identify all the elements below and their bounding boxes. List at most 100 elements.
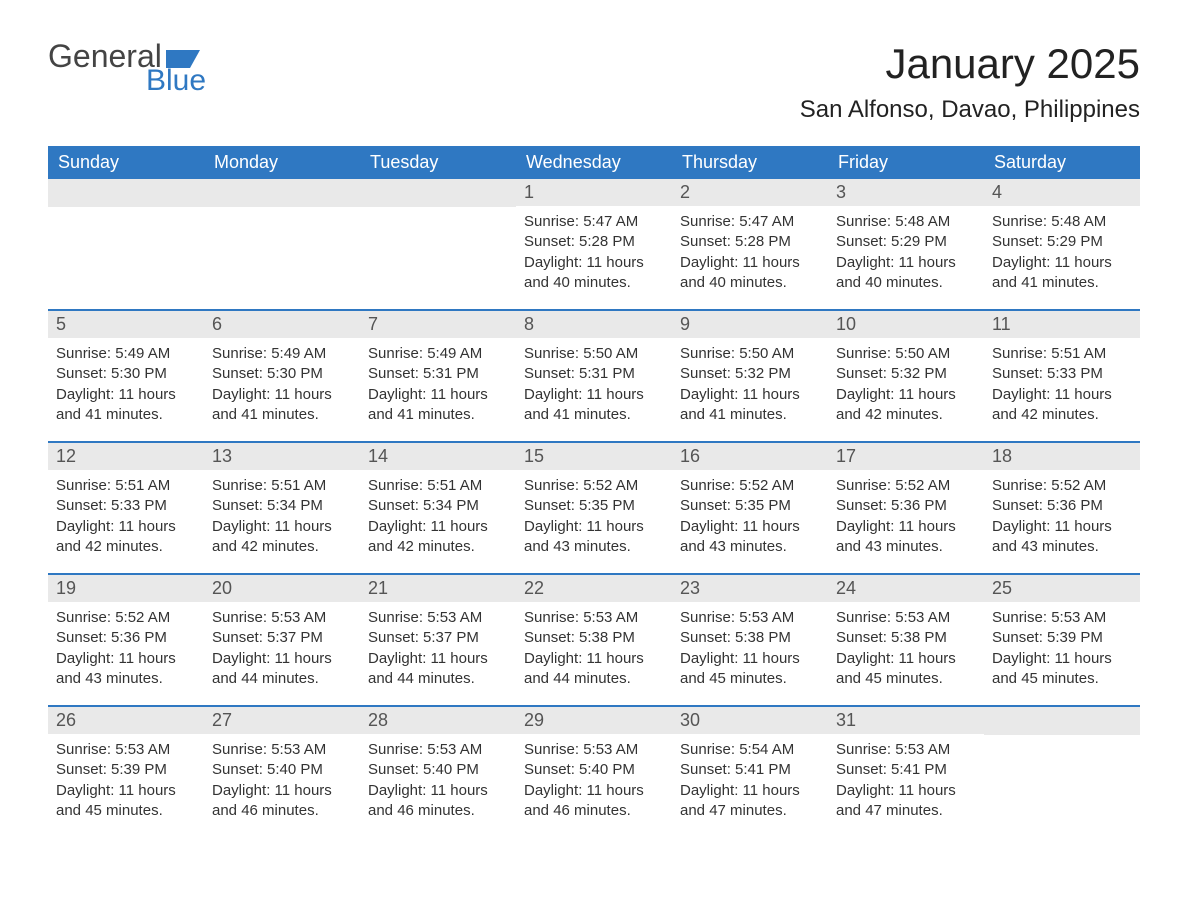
sunrise-text: Sunrise: 5:53 AM: [992, 608, 1132, 628]
sunset-text: Sunset: 5:39 PM: [992, 628, 1132, 648]
sunrise-text: Sunrise: 5:47 AM: [680, 212, 820, 232]
day-cell: 27Sunrise: 5:53 AMSunset: 5:40 PMDayligh…: [204, 707, 360, 837]
sunrise-text: Sunrise: 5:50 AM: [524, 344, 664, 364]
weekday-header-row: Sunday Monday Tuesday Wednesday Thursday…: [48, 146, 1140, 179]
sunrise-text: Sunrise: 5:51 AM: [992, 344, 1132, 364]
daylight-text: Daylight: 11 hours and 43 minutes.: [524, 517, 664, 558]
sunrise-text: Sunrise: 5:52 AM: [836, 476, 976, 496]
day-number: 5: [48, 311, 204, 338]
day-cell: [360, 179, 516, 309]
day-details: Sunrise: 5:51 AMSunset: 5:33 PMDaylight:…: [984, 338, 1140, 425]
sunrise-text: Sunrise: 5:52 AM: [524, 476, 664, 496]
day-number: 25: [984, 575, 1140, 602]
sunset-text: Sunset: 5:38 PM: [680, 628, 820, 648]
daylight-text: Daylight: 11 hours and 40 minutes.: [680, 253, 820, 294]
day-cell: 16Sunrise: 5:52 AMSunset: 5:35 PMDayligh…: [672, 443, 828, 573]
weekday-header: Tuesday: [360, 146, 516, 179]
day-details: Sunrise: 5:50 AMSunset: 5:31 PMDaylight:…: [516, 338, 672, 425]
sunset-text: Sunset: 5:39 PM: [56, 760, 196, 780]
day-cell: 23Sunrise: 5:53 AMSunset: 5:38 PMDayligh…: [672, 575, 828, 705]
day-details: Sunrise: 5:49 AMSunset: 5:30 PMDaylight:…: [204, 338, 360, 425]
sunrise-text: Sunrise: 5:50 AM: [836, 344, 976, 364]
daylight-text: Daylight: 11 hours and 44 minutes.: [212, 649, 352, 690]
sunrise-text: Sunrise: 5:52 AM: [680, 476, 820, 496]
daylight-text: Daylight: 11 hours and 42 minutes.: [212, 517, 352, 558]
daylight-text: Daylight: 11 hours and 41 minutes.: [56, 385, 196, 426]
weekday-header: Friday: [828, 146, 984, 179]
sunset-text: Sunset: 5:32 PM: [836, 364, 976, 384]
day-number: 22: [516, 575, 672, 602]
calendar-table: Sunday Monday Tuesday Wednesday Thursday…: [48, 146, 1140, 837]
day-cell: 10Sunrise: 5:50 AMSunset: 5:32 PMDayligh…: [828, 311, 984, 441]
week-row: 19Sunrise: 5:52 AMSunset: 5:36 PMDayligh…: [48, 573, 1140, 705]
day-number: 24: [828, 575, 984, 602]
day-cell: 15Sunrise: 5:52 AMSunset: 5:35 PMDayligh…: [516, 443, 672, 573]
day-number: 20: [204, 575, 360, 602]
day-details: Sunrise: 5:53 AMSunset: 5:40 PMDaylight:…: [516, 734, 672, 821]
daylight-text: Daylight: 11 hours and 43 minutes.: [992, 517, 1132, 558]
sunset-text: Sunset: 5:34 PM: [368, 496, 508, 516]
day-cell: 25Sunrise: 5:53 AMSunset: 5:39 PMDayligh…: [984, 575, 1140, 705]
day-cell: [204, 179, 360, 309]
day-details: Sunrise: 5:53 AMSunset: 5:41 PMDaylight:…: [828, 734, 984, 821]
day-number: 31: [828, 707, 984, 734]
sunrise-text: Sunrise: 5:53 AM: [368, 608, 508, 628]
weekday-header: Thursday: [672, 146, 828, 179]
sunrise-text: Sunrise: 5:48 AM: [836, 212, 976, 232]
day-number: 23: [672, 575, 828, 602]
day-details: Sunrise: 5:51 AMSunset: 5:33 PMDaylight:…: [48, 470, 204, 557]
day-cell: 8Sunrise: 5:50 AMSunset: 5:31 PMDaylight…: [516, 311, 672, 441]
day-details: Sunrise: 5:47 AMSunset: 5:28 PMDaylight:…: [516, 206, 672, 293]
daylight-text: Daylight: 11 hours and 46 minutes.: [524, 781, 664, 822]
day-details: Sunrise: 5:53 AMSunset: 5:40 PMDaylight:…: [204, 734, 360, 821]
daylight-text: Daylight: 11 hours and 42 minutes.: [56, 517, 196, 558]
day-number: 10: [828, 311, 984, 338]
daylight-text: Daylight: 11 hours and 47 minutes.: [836, 781, 976, 822]
day-details: Sunrise: 5:50 AMSunset: 5:32 PMDaylight:…: [828, 338, 984, 425]
day-cell: 1Sunrise: 5:47 AMSunset: 5:28 PMDaylight…: [516, 179, 672, 309]
sunset-text: Sunset: 5:40 PM: [368, 760, 508, 780]
sunset-text: Sunset: 5:31 PM: [368, 364, 508, 384]
sunrise-text: Sunrise: 5:51 AM: [212, 476, 352, 496]
month-title: January 2025: [800, 40, 1140, 88]
day-number: 29: [516, 707, 672, 734]
day-cell: 21Sunrise: 5:53 AMSunset: 5:37 PMDayligh…: [360, 575, 516, 705]
day-details: Sunrise: 5:48 AMSunset: 5:29 PMDaylight:…: [828, 206, 984, 293]
logo-general-text: General: [48, 40, 162, 72]
sunrise-text: Sunrise: 5:49 AM: [56, 344, 196, 364]
daylight-text: Daylight: 11 hours and 40 minutes.: [836, 253, 976, 294]
sunrise-text: Sunrise: 5:49 AM: [368, 344, 508, 364]
daylight-text: Daylight: 11 hours and 47 minutes.: [680, 781, 820, 822]
day-number: 15: [516, 443, 672, 470]
day-cell: [48, 179, 204, 309]
day-number: 7: [360, 311, 516, 338]
weekday-header: Sunday: [48, 146, 204, 179]
daylight-text: Daylight: 11 hours and 42 minutes.: [836, 385, 976, 426]
sunset-text: Sunset: 5:40 PM: [212, 760, 352, 780]
day-number: 18: [984, 443, 1140, 470]
daylight-text: Daylight: 11 hours and 41 minutes.: [368, 385, 508, 426]
sunrise-text: Sunrise: 5:49 AM: [212, 344, 352, 364]
day-number: 13: [204, 443, 360, 470]
day-cell: 5Sunrise: 5:49 AMSunset: 5:30 PMDaylight…: [48, 311, 204, 441]
weekday-header: Wednesday: [516, 146, 672, 179]
title-block: January 2025 San Alfonso, Davao, Philipp…: [800, 40, 1140, 138]
daylight-text: Daylight: 11 hours and 46 minutes.: [212, 781, 352, 822]
day-details: Sunrise: 5:53 AMSunset: 5:40 PMDaylight:…: [360, 734, 516, 821]
day-cell: 18Sunrise: 5:52 AMSunset: 5:36 PMDayligh…: [984, 443, 1140, 573]
day-number: [204, 179, 360, 207]
daylight-text: Daylight: 11 hours and 43 minutes.: [680, 517, 820, 558]
sunset-text: Sunset: 5:36 PM: [836, 496, 976, 516]
day-number: 17: [828, 443, 984, 470]
day-details: Sunrise: 5:47 AMSunset: 5:28 PMDaylight:…: [672, 206, 828, 293]
day-number: 8: [516, 311, 672, 338]
day-cell: 29Sunrise: 5:53 AMSunset: 5:40 PMDayligh…: [516, 707, 672, 837]
day-number: 30: [672, 707, 828, 734]
sunset-text: Sunset: 5:38 PM: [524, 628, 664, 648]
daylight-text: Daylight: 11 hours and 42 minutes.: [992, 385, 1132, 426]
sunset-text: Sunset: 5:29 PM: [992, 232, 1132, 252]
week-row: 12Sunrise: 5:51 AMSunset: 5:33 PMDayligh…: [48, 441, 1140, 573]
day-cell: 14Sunrise: 5:51 AMSunset: 5:34 PMDayligh…: [360, 443, 516, 573]
day-number: 21: [360, 575, 516, 602]
day-cell: 4Sunrise: 5:48 AMSunset: 5:29 PMDaylight…: [984, 179, 1140, 309]
